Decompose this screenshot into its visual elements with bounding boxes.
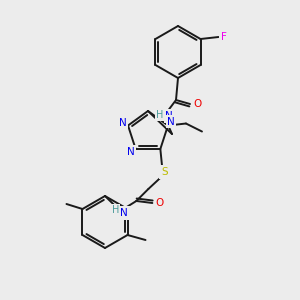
- Text: N: N: [167, 116, 175, 127]
- Text: S: S: [161, 167, 168, 177]
- Text: H: H: [156, 110, 164, 120]
- Text: F: F: [220, 32, 226, 42]
- Text: O: O: [155, 198, 164, 208]
- Text: N: N: [119, 118, 127, 128]
- Text: N: N: [165, 111, 173, 121]
- Text: N: N: [127, 147, 134, 157]
- Text: N: N: [121, 208, 128, 218]
- Text: H: H: [112, 205, 119, 215]
- Text: O: O: [193, 99, 201, 109]
